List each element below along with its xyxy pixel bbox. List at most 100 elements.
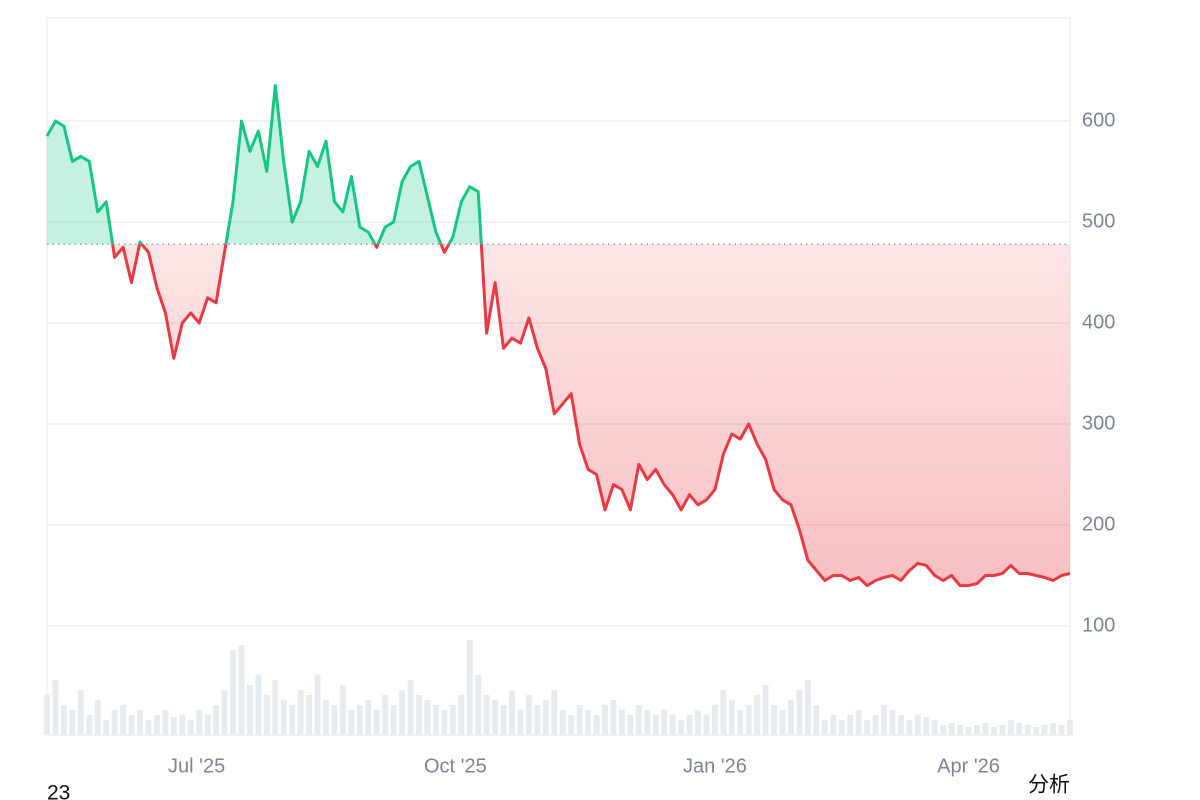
- volume-bar: [542, 700, 549, 735]
- volume-bar: [238, 645, 245, 735]
- volume-bar: [678, 720, 685, 735]
- volume-bar: [881, 705, 887, 735]
- volume-bar: [44, 695, 50, 735]
- volume-bar: [889, 710, 896, 735]
- volume-bar: [120, 705, 127, 735]
- y-tick-label: 500: [1082, 210, 1115, 232]
- x-tick-label: Oct '25: [424, 755, 487, 777]
- volume-bar: [475, 675, 482, 735]
- volume-bar: [162, 710, 169, 735]
- volume-bar: [923, 717, 930, 735]
- volume-bar: [1033, 727, 1040, 735]
- volume-bar: [323, 700, 329, 735]
- volume-bar: [179, 715, 186, 735]
- volume-bar: [492, 700, 499, 735]
- volume-bar: [103, 720, 110, 735]
- volume-bar: [728, 700, 735, 735]
- volume-bar: [255, 675, 262, 735]
- volume-bar: [356, 705, 363, 735]
- volume-bar: [1050, 723, 1057, 735]
- volume-bar: [128, 715, 135, 735]
- volume-bar: [187, 720, 194, 735]
- volume-bar: [407, 680, 414, 735]
- volume-bar: [695, 710, 701, 735]
- volume-bar: [948, 723, 955, 735]
- volume-bar: [263, 695, 270, 735]
- volume-bar: [424, 700, 431, 735]
- volume-bar: [1024, 725, 1031, 735]
- volume-bar: [821, 720, 828, 735]
- volume-bar: [906, 720, 913, 735]
- volume-bar: [153, 715, 160, 735]
- volume-bar: [399, 690, 406, 735]
- volume-bar: [974, 725, 980, 735]
- volume-bar: [432, 705, 439, 735]
- volume-bar: [86, 715, 93, 735]
- x-tick-label: Jul '25: [168, 755, 225, 777]
- volume-bar: [77, 690, 84, 735]
- volume-bar: [847, 715, 854, 735]
- volume-bar: [306, 695, 313, 735]
- volume-bar: [855, 710, 862, 735]
- volume-bar: [897, 715, 904, 735]
- volume-bar: [280, 700, 287, 735]
- volume-bar: [230, 650, 236, 735]
- volume-bar: [390, 705, 397, 735]
- volume-bar: [551, 690, 558, 735]
- footer-left: 23: [47, 782, 70, 800]
- volume-bar: [762, 685, 769, 735]
- volume-bar: [221, 690, 228, 735]
- volume-bar: [373, 710, 380, 735]
- volume-bar: [754, 695, 761, 735]
- volume-bar: [914, 715, 921, 735]
- volume-bar: [297, 690, 304, 735]
- volume-bar: [982, 723, 989, 735]
- volume-bar: [593, 715, 600, 735]
- volume-bar: [314, 675, 321, 735]
- volume-bar: [246, 685, 253, 735]
- volume-bar: [137, 710, 143, 735]
- volume-bar: [69, 710, 76, 735]
- volume-bar: [289, 705, 296, 735]
- volume-bar: [737, 710, 744, 735]
- volume-bar: [635, 705, 642, 735]
- volume-bar: [483, 695, 490, 735]
- volume-bar: [661, 710, 668, 735]
- area-down: [112, 244, 1070, 586]
- volume-bar: [60, 705, 67, 735]
- volume-bar: [940, 725, 947, 735]
- volume-bar: [644, 710, 651, 735]
- volume-bar: [957, 725, 964, 735]
- volume-bar: [94, 700, 101, 735]
- volume-bar: [441, 710, 448, 735]
- volume-bar: [864, 720, 871, 735]
- volume-bar: [534, 705, 541, 735]
- volume-bar: [720, 690, 727, 735]
- volume-bar: [1041, 725, 1048, 735]
- volume-bar: [272, 680, 279, 735]
- volume-bar: [669, 715, 676, 735]
- volume-bar: [458, 695, 465, 735]
- y-tick-label: 300: [1082, 412, 1115, 434]
- volume-bar: [204, 715, 211, 735]
- volume-bar: [213, 705, 220, 735]
- volume-bar: [627, 715, 634, 735]
- volume-bar: [965, 727, 972, 735]
- volume-bar: [830, 715, 837, 735]
- price-line-down: [111, 244, 1071, 588]
- volume-bar: [796, 690, 803, 735]
- volume-bar: [872, 715, 879, 735]
- y-tick-label: 600: [1082, 109, 1115, 131]
- volume-bar: [1016, 723, 1023, 735]
- volume-bar: [466, 640, 473, 735]
- volume-bar: [170, 717, 177, 735]
- volume-bar: [813, 705, 820, 735]
- volume-bar: [602, 705, 608, 735]
- volume-bar: [382, 695, 389, 735]
- volume-bar: [788, 700, 794, 735]
- volume-bar: [999, 725, 1006, 735]
- volume-bar: [711, 705, 718, 735]
- volume-bar: [686, 715, 693, 735]
- volume-bar: [1067, 720, 1073, 735]
